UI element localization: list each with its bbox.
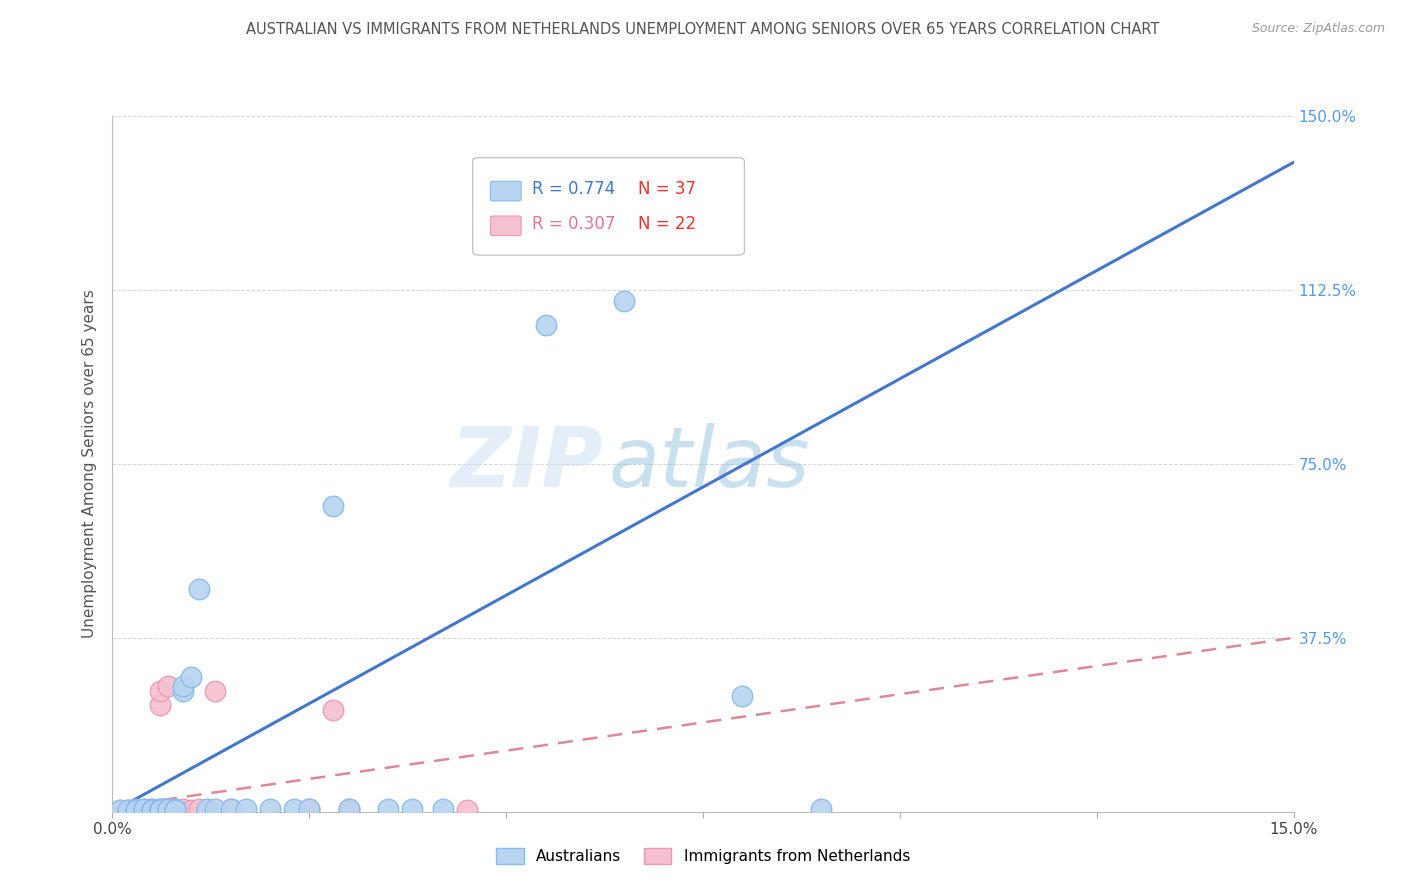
Legend: Australians, Immigrants from Netherlands: Australians, Immigrants from Netherlands [489, 842, 917, 871]
FancyBboxPatch shape [491, 181, 522, 201]
Text: Source: ZipAtlas.com: Source: ZipAtlas.com [1251, 22, 1385, 36]
Point [613, 294, 636, 309]
Point [337, 802, 360, 816]
Text: ZIP: ZIP [450, 424, 603, 504]
Point [195, 803, 218, 817]
Point [219, 802, 242, 816]
Point [110, 803, 132, 817]
Point [141, 803, 163, 817]
Point [172, 684, 194, 698]
Point [172, 802, 194, 816]
Point [337, 802, 360, 816]
Point [731, 689, 754, 703]
Point [110, 803, 132, 817]
Point [125, 803, 148, 817]
Text: N = 22: N = 22 [638, 215, 696, 233]
FancyBboxPatch shape [491, 216, 522, 235]
Text: N = 37: N = 37 [638, 180, 696, 198]
Point [141, 802, 163, 816]
Point [322, 499, 344, 513]
Point [156, 802, 179, 816]
Point [132, 802, 155, 816]
Point [180, 670, 202, 684]
Point [322, 703, 344, 717]
Point [188, 582, 211, 596]
Point [132, 803, 155, 817]
Point [180, 803, 202, 817]
Point [188, 802, 211, 816]
Point [165, 802, 187, 816]
Point [165, 803, 187, 817]
Text: R = 0.307: R = 0.307 [531, 215, 614, 233]
Point [534, 318, 557, 332]
Text: atlas: atlas [609, 424, 810, 504]
Point [149, 802, 172, 816]
Text: R = 0.774: R = 0.774 [531, 180, 614, 198]
Point [125, 803, 148, 817]
Point [149, 698, 172, 712]
Point [117, 803, 139, 817]
Point [165, 803, 187, 817]
Point [298, 802, 321, 816]
Point [141, 802, 163, 816]
Point [165, 803, 187, 817]
FancyBboxPatch shape [472, 158, 744, 255]
Point [204, 684, 226, 698]
Point [298, 802, 321, 816]
Point [219, 802, 242, 816]
Point [456, 803, 478, 817]
Point [165, 802, 187, 816]
Point [204, 802, 226, 816]
Point [141, 803, 163, 817]
Point [149, 803, 172, 817]
Point [259, 802, 281, 816]
Point [156, 680, 179, 694]
Point [401, 802, 423, 816]
Point [810, 802, 832, 816]
Point [235, 802, 257, 816]
Point [283, 802, 305, 816]
Text: AUSTRALIAN VS IMMIGRANTS FROM NETHERLANDS UNEMPLOYMENT AMONG SENIORS OVER 65 YEA: AUSTRALIAN VS IMMIGRANTS FROM NETHERLAND… [246, 22, 1160, 37]
Point [125, 802, 148, 816]
Point [132, 802, 155, 816]
Point [195, 802, 218, 816]
Point [156, 802, 179, 816]
Point [149, 684, 172, 698]
Point [117, 803, 139, 817]
Point [156, 802, 179, 816]
Point [432, 802, 454, 816]
Point [149, 802, 172, 816]
Point [141, 803, 163, 817]
Point [172, 680, 194, 694]
Point [377, 802, 399, 816]
Y-axis label: Unemployment Among Seniors over 65 years: Unemployment Among Seniors over 65 years [82, 290, 97, 638]
